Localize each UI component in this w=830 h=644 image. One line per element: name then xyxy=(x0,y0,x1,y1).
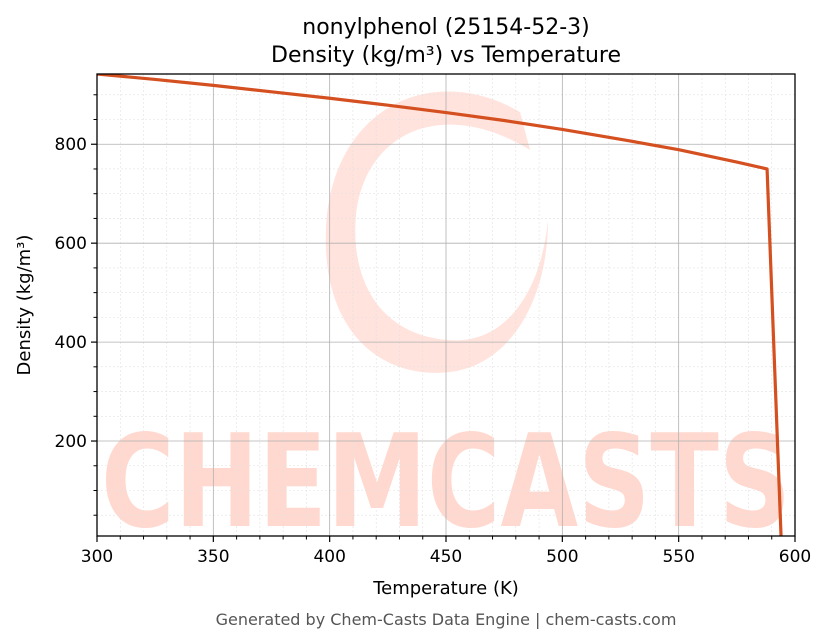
x-tick-label: 400 xyxy=(313,547,345,567)
y-tick-label: 600 xyxy=(55,234,87,254)
x-tick-label: 500 xyxy=(546,547,578,567)
watermark-swirl-icon xyxy=(325,91,548,373)
x-tick-label: 300 xyxy=(81,547,113,567)
footer-credit: Generated by Chem-Casts Data Engine | ch… xyxy=(216,610,677,629)
axis-ticks: 300 350 400 450 500 550 600 200 400 600 800 xyxy=(55,94,811,567)
x-tick-label: 450 xyxy=(430,547,462,567)
y-axis-label: Density (kg/m³) xyxy=(14,235,35,376)
x-axis-label: Temperature (K) xyxy=(372,578,519,599)
y-tick-label: 800 xyxy=(55,135,87,155)
grid xyxy=(96,74,796,536)
x-tick-label: 550 xyxy=(662,547,694,567)
chart-title: nonylphenol (25154-52-3) xyxy=(302,15,589,40)
y-tick-label: 400 xyxy=(55,333,87,353)
density-series-line xyxy=(97,74,783,536)
chart-subtitle: Density (kg/m³) vs Temperature xyxy=(271,43,621,68)
x-tick-label: 600 xyxy=(779,547,811,567)
y-tick-label: 200 xyxy=(55,432,87,452)
x-tick-label: 350 xyxy=(197,547,229,567)
